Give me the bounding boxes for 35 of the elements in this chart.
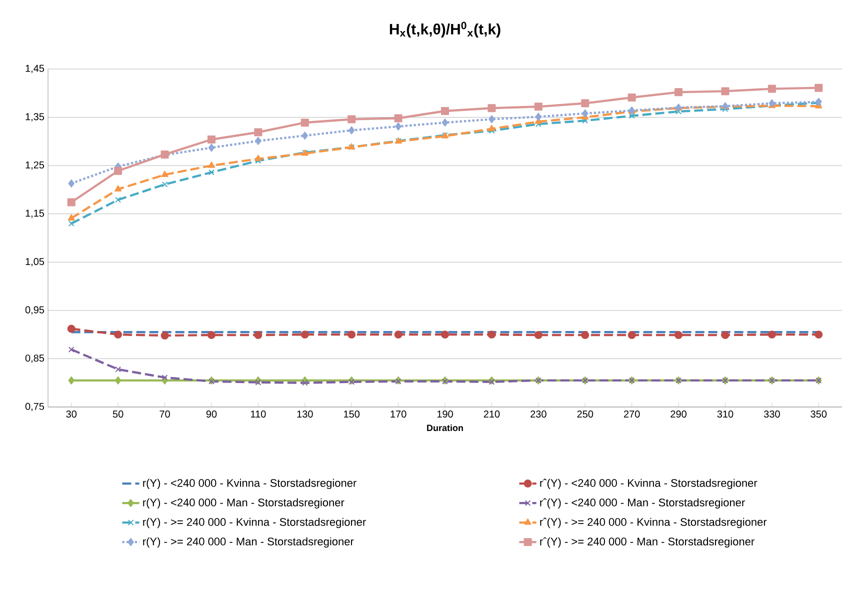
- legend-label: r(Y) - >= 240 000 - Kvinna - Storstadsregioner: [143, 518, 366, 528]
- x-tick-label: 310: [717, 410, 734, 418]
- y-tick-label: 1,05: [26, 258, 44, 266]
- x-tick-label: 250: [577, 410, 594, 418]
- legend-label: r(Y) - <240 000 - Man - Storstadsregioner: [143, 498, 344, 509]
- legend-label: r(Y) - <240 000 - Kvinna - Storstadsregioner: [143, 478, 356, 490]
- x-tick-label: 150: [344, 410, 360, 418]
- legend-label: rˆ(Y) - <240 000 - Man - Storstadsregioner: [540, 498, 745, 509]
- x-tick-label: 30: [66, 410, 77, 418]
- y-tick-label: 1,35: [26, 113, 44, 122]
- x-tick-label: 70: [160, 410, 170, 418]
- x-tick-label: 130: [297, 410, 313, 418]
- y-tick-label: 1,25: [26, 161, 44, 170]
- x-tick-label: 110: [250, 410, 266, 418]
- x-tick-label: 270: [624, 410, 640, 418]
- y-tick-label: 1,45: [26, 64, 44, 74]
- y-tick-label: 0,75: [25, 402, 44, 412]
- x-tick-label: 90: [206, 410, 217, 418]
- x-axis-title: Duration: [427, 424, 463, 432]
- legend-label: rˆ(Y) - <240 000 - Kvinna - Storstadsregioner: [540, 478, 758, 490]
- x-tick-label: 290: [670, 410, 686, 418]
- chart-title: H$_{x}$(t,k,θ)/H$^{0}$$_{x}$(t,k): [390, 22, 500, 38]
- x-tick-label: 190: [437, 410, 453, 418]
- legend-label: r(Y) - >= 240 000 - Man - Storstadsregioner: [143, 537, 354, 548]
- x-tick-label: 350: [810, 410, 827, 418]
- x-tick-label: 50: [112, 410, 124, 418]
- y-tick-label: 0,85: [25, 354, 44, 363]
- x-tick-label: 230: [530, 410, 546, 418]
- legend-label: rˆ(Y) - >= 240 000 - Kvinna - Storstadsregioner: [540, 518, 767, 528]
- x-tick-label: 210: [484, 410, 500, 418]
- x-tick-label: 330: [764, 410, 780, 418]
- y-tick-label: 1,15: [26, 210, 44, 218]
- y-tick-label: 0,95: [25, 306, 44, 315]
- legend-label: rˆ(Y) - >= 240 000 - Man - Storstadsregioner: [540, 537, 754, 548]
- x-tick-label: 170: [390, 410, 406, 418]
